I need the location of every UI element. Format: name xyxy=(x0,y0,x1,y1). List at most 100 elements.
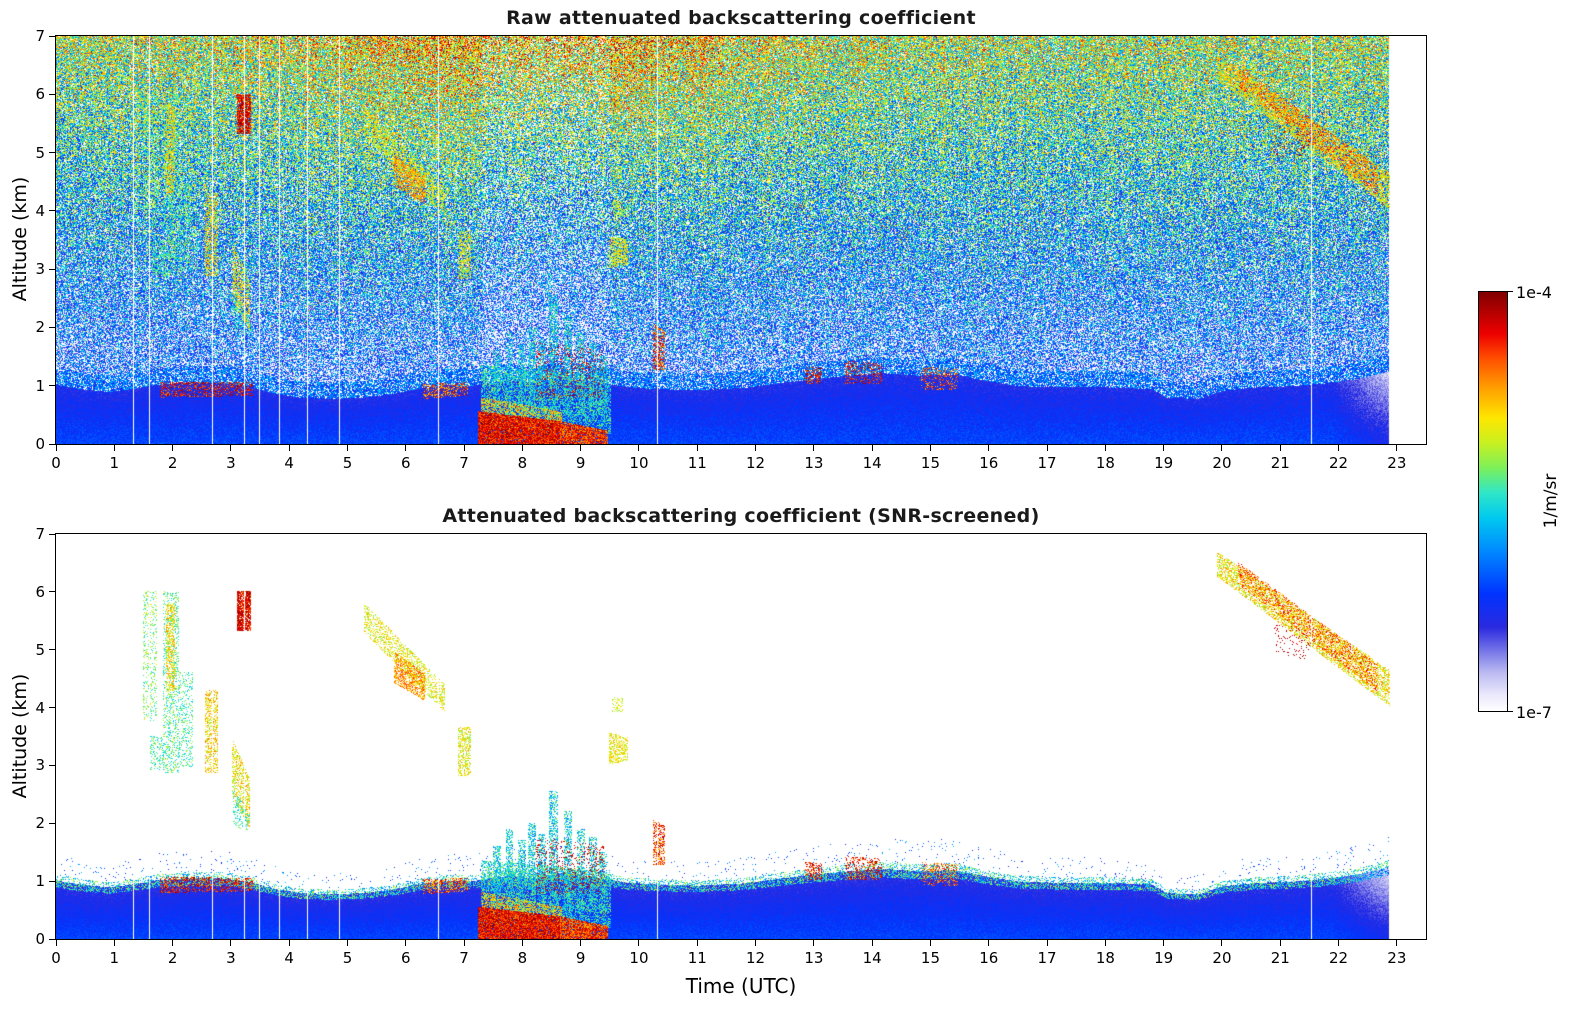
x-tick-label: 9 xyxy=(575,454,586,472)
x-tick-label: 9 xyxy=(575,949,586,967)
x-tick-label: 8 xyxy=(517,454,528,472)
x-tick-label: 0 xyxy=(51,949,61,967)
screened-y-axis-label: Altitude (km) xyxy=(9,673,31,799)
x-tick-label: 11 xyxy=(687,949,707,967)
x-tick-mark xyxy=(638,940,640,946)
colorbar xyxy=(1478,291,1508,712)
x-tick-label: 10 xyxy=(629,949,649,967)
x-tick-label: 22 xyxy=(1329,454,1349,472)
y-tick-label: 7 xyxy=(35,27,45,45)
x-tick-mark xyxy=(871,445,873,451)
x-tick-label: 7 xyxy=(459,949,469,967)
x-tick-mark xyxy=(230,445,232,451)
x-tick-label: 21 xyxy=(1270,454,1290,472)
y-tick-label: 1 xyxy=(35,376,45,395)
x-tick-label: 15 xyxy=(920,949,940,967)
x-tick-mark xyxy=(346,445,348,451)
x-tick-mark xyxy=(463,940,465,946)
colorbar-top-tick-mark xyxy=(1508,291,1513,292)
x-tick-label: 6 xyxy=(401,454,411,472)
x-tick-label: 1 xyxy=(109,454,120,472)
x-tick-mark xyxy=(638,445,640,451)
x-tick-label: 20 xyxy=(1212,949,1232,967)
x-tick-label: 14 xyxy=(862,949,882,967)
x-tick-mark xyxy=(1163,940,1165,946)
screened-heatmap-panel xyxy=(55,533,1427,940)
x-tick-mark xyxy=(580,445,582,451)
x-tick-mark xyxy=(288,940,290,946)
x-tick-mark xyxy=(988,940,990,946)
x-tick-label: 20 xyxy=(1212,454,1232,472)
x-tick-label: 15 xyxy=(920,454,940,472)
raw-panel-title: Raw attenuated backscattering coefficien… xyxy=(506,7,976,29)
colorbar-gradient xyxy=(1479,292,1507,711)
y-tick-label: 0 xyxy=(35,930,45,948)
x-tick-label: 23 xyxy=(1387,454,1407,472)
x-tick-label: 16 xyxy=(979,949,999,967)
x-tick-mark xyxy=(405,445,407,451)
x-tick-mark xyxy=(1279,940,1281,946)
x-tick-label: 10 xyxy=(629,454,649,472)
x-tick-mark xyxy=(988,445,990,451)
x-tick-mark xyxy=(580,940,582,946)
x-tick-label: 12 xyxy=(746,949,766,967)
x-tick-label: 19 xyxy=(1154,454,1174,472)
raw-heatmap-canvas xyxy=(56,36,1426,444)
x-tick-mark xyxy=(463,445,465,451)
x-tick-mark xyxy=(1396,940,1398,946)
x-tick-mark xyxy=(172,940,174,946)
x-tick-mark xyxy=(1104,940,1106,946)
x-tick-mark xyxy=(1221,445,1223,451)
y-tick-label: 7 xyxy=(35,525,45,543)
x-tick-mark xyxy=(1221,940,1223,946)
x-tick-mark xyxy=(405,940,407,946)
y-tick-label: 5 xyxy=(35,143,45,162)
x-tick-mark xyxy=(813,940,815,946)
x-tick-label: 2 xyxy=(167,454,178,472)
x-tick-mark xyxy=(346,940,348,946)
x-tick-label: 11 xyxy=(687,454,707,472)
x-tick-mark xyxy=(230,940,232,946)
x-tick-mark xyxy=(1338,445,1340,451)
x-tick-mark xyxy=(929,445,931,451)
x-tick-mark xyxy=(696,445,698,451)
x-tick-label: 16 xyxy=(979,454,999,472)
x-tick-mark xyxy=(521,940,523,946)
colorbar-max-tick-label: 1e-4 xyxy=(1516,283,1552,302)
x-tick-label: 14 xyxy=(862,454,882,472)
x-tick-label: 2 xyxy=(167,949,178,967)
colorbar-min-tick-label: 1e-7 xyxy=(1516,703,1552,722)
time-axis-label: Time (UTC) xyxy=(685,974,797,998)
x-tick-mark xyxy=(1279,445,1281,451)
x-tick-label: 21 xyxy=(1270,949,1290,967)
y-tick-label: 6 xyxy=(35,582,45,601)
x-tick-mark xyxy=(1046,940,1048,946)
x-tick-label: 12 xyxy=(746,454,766,472)
y-tick-label: 6 xyxy=(35,85,45,104)
raw-y-axis-label: Altitude (km) xyxy=(9,176,31,302)
screened-panel-title: Attenuated backscattering coefficient (S… xyxy=(442,505,1040,527)
x-tick-mark xyxy=(55,445,57,451)
x-tick-label: 13 xyxy=(804,454,824,472)
colorbar-bottom-tick-mark xyxy=(1508,711,1513,712)
x-tick-mark xyxy=(55,940,57,946)
x-tick-label: 5 xyxy=(342,454,353,472)
y-tick-label: 1 xyxy=(35,872,45,891)
x-tick-mark xyxy=(113,445,115,451)
x-tick-label: 22 xyxy=(1329,949,1349,967)
x-tick-label: 18 xyxy=(1095,949,1115,967)
x-tick-label: 3 xyxy=(226,949,236,967)
x-tick-mark xyxy=(1104,445,1106,451)
x-tick-label: 7 xyxy=(459,454,469,472)
x-tick-label: 13 xyxy=(804,949,824,967)
x-tick-mark xyxy=(929,940,931,946)
x-tick-label: 4 xyxy=(284,454,294,472)
x-tick-mark xyxy=(813,445,815,451)
x-tick-label: 19 xyxy=(1154,949,1174,967)
x-tick-mark xyxy=(1338,940,1340,946)
y-tick-label: 2 xyxy=(35,814,45,833)
x-tick-mark xyxy=(755,445,757,451)
x-tick-label: 8 xyxy=(517,949,528,967)
x-tick-label: 5 xyxy=(342,949,353,967)
